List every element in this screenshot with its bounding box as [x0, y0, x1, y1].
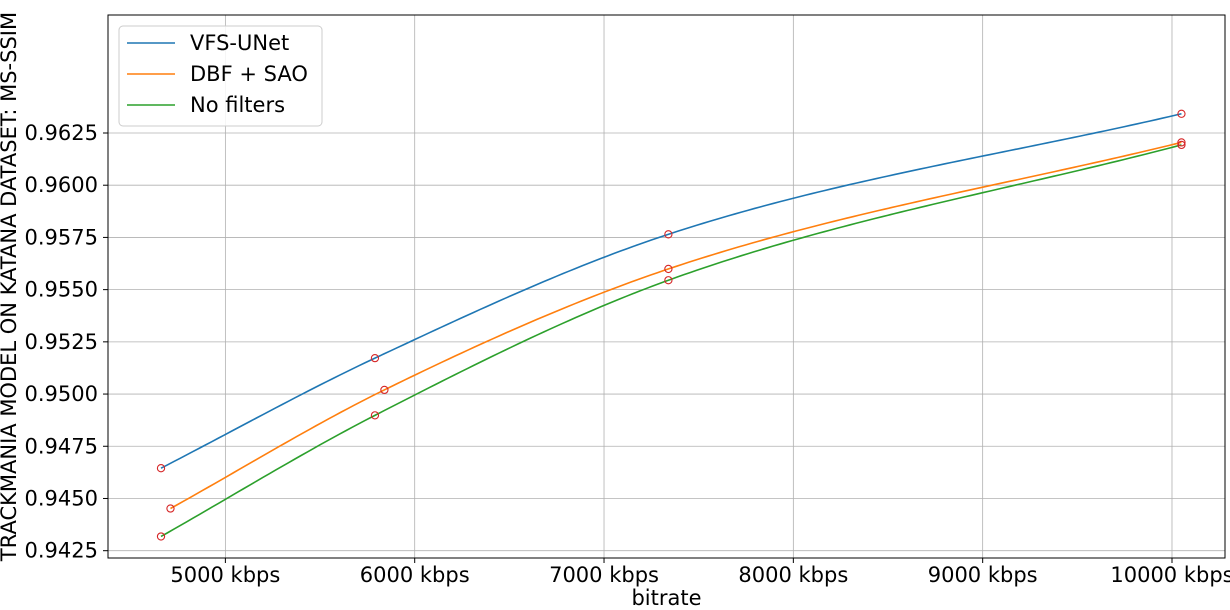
x-tick-label: 6000 kbps — [360, 563, 470, 587]
legend-label-2: DBF + SAO — [190, 62, 308, 86]
legend-label-1: VFS-UNet — [190, 31, 289, 55]
legend-entries: VFS-UNet DBF + SAO No filters — [127, 31, 308, 117]
x-tick-label: 9000 kbps — [928, 563, 1038, 587]
data-point — [380, 385, 389, 395]
y-tick-label: 0.9575 — [25, 225, 98, 249]
legend-label-3: No filters — [190, 93, 285, 117]
data-point — [664, 264, 673, 274]
plot-frame — [107, 14, 1226, 559]
x-tick-label: 5000 kbps — [170, 563, 280, 587]
y-tick-label: 0.9600 — [25, 173, 98, 197]
data-point — [664, 230, 673, 239]
x-tick-label: 8000 kbps — [738, 563, 848, 587]
y-tick-label: 0.9500 — [25, 382, 98, 406]
data-point — [1177, 109, 1186, 118]
data-markers — [156, 109, 1186, 541]
data-point — [156, 532, 166, 541]
series-lines — [160, 113, 1182, 538]
data-point — [664, 276, 673, 285]
data-point — [166, 504, 175, 513]
legend: VFS-UNet DBF + SAO No filters — [118, 25, 323, 127]
data-point — [1177, 138, 1186, 147]
y-tick-label: 0.9425 — [25, 539, 98, 563]
data-point — [1177, 140, 1186, 150]
data-point — [370, 411, 380, 420]
y-tick-label: 0.9475 — [25, 434, 98, 458]
y-tick-label: 0.9625 — [25, 121, 98, 145]
y-tick-label: 0.9450 — [25, 486, 98, 510]
y-tick-label: 0.9550 — [25, 278, 98, 302]
series-line-2 — [170, 141, 1182, 510]
y-tick-label: 0.9525 — [25, 330, 98, 354]
series-line-3 — [160, 144, 1182, 538]
x-tick-label: 7000 kbps — [549, 563, 659, 587]
x-axis-label: bitrate — [631, 586, 701, 610]
legend-box — [118, 25, 323, 127]
y-axis-label: TRACKMANIA MODEL ON KATANA DATASET: MS-S… — [0, 12, 21, 562]
series-line-1 — [160, 113, 1182, 469]
x-axis-ticks: 5000 kbps 6000 kbps 7000 kbps 8000 kbps 9000… — [170, 558, 1230, 587]
x-tick-label: 10000 kbps — [1110, 563, 1230, 587]
data-point — [156, 464, 166, 473]
y-axis-ticks: 0.9425 0.9450 0.9475 0.9500 0.9525 0.9550 0.95… — [25, 121, 108, 563]
data-point — [370, 353, 380, 363]
